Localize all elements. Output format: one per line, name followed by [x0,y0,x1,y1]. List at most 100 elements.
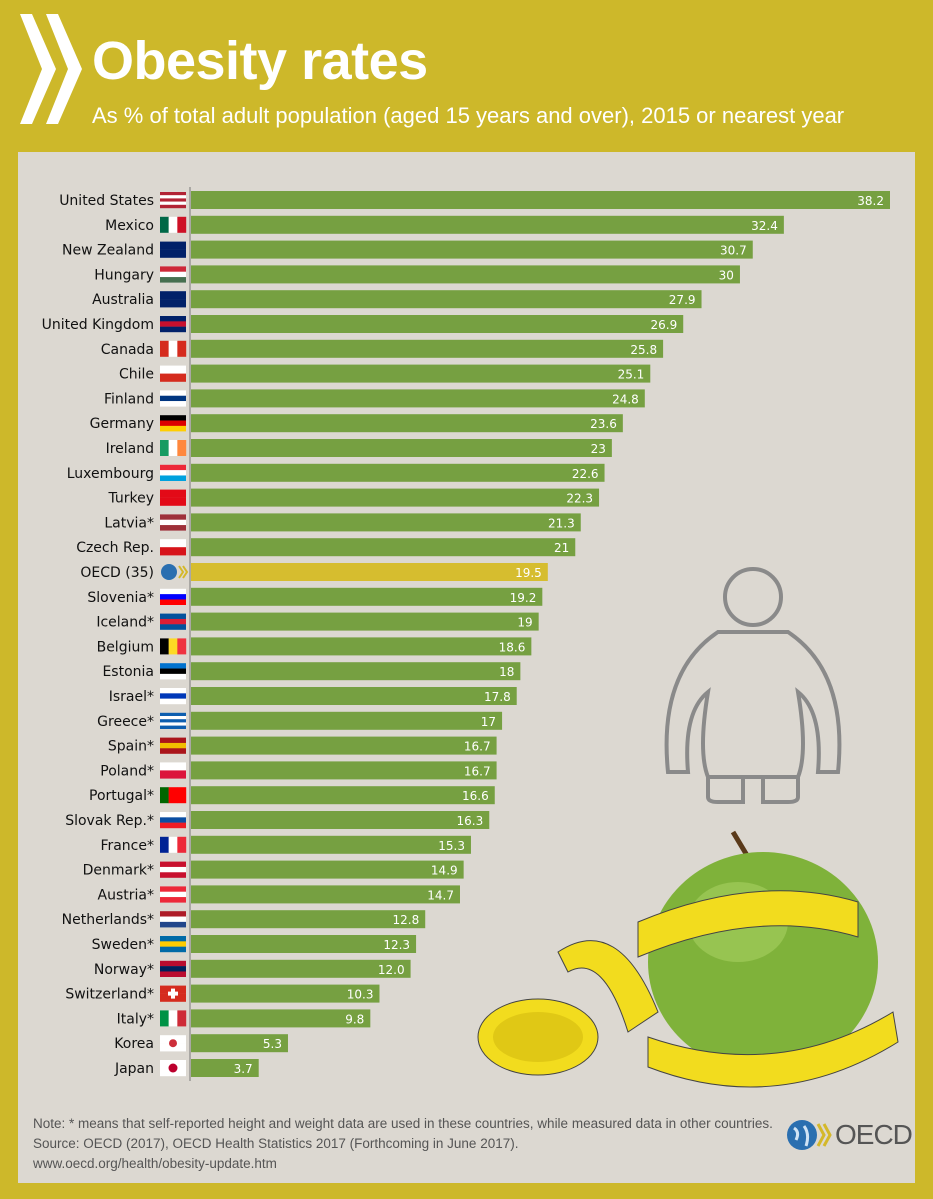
bar [191,488,600,507]
bar [191,612,539,631]
bar [191,513,581,532]
value-label: 21.3 [548,516,575,530]
bar [191,711,503,730]
bar [191,315,684,333]
value-label: 17.8 [484,690,511,704]
bar [191,1059,259,1077]
category-label: France* [100,838,154,854]
flag-icon [160,613,186,630]
bar [191,687,517,705]
category-label: OECD (35) [80,565,154,581]
bar [191,959,411,978]
value-label: 16.3 [457,814,484,828]
bar [191,191,890,209]
flag-icon [160,415,186,432]
value-label: 15.3 [438,839,465,853]
category-label: Chile [119,367,154,383]
bar [191,439,612,457]
footer-notes: Note: * means that self-reported height … [33,1114,773,1174]
category-label: Portugal* [89,788,154,804]
flag-icon [160,638,187,655]
source-text: Source: OECD (2017), OECD Health Statist… [33,1136,519,1151]
category-label: Slovak Rep.* [65,813,154,829]
category-label: Belgium [97,639,154,655]
value-label: 23.6 [590,417,617,431]
flag-icon [160,712,186,729]
category-label: Korea [114,1036,154,1052]
category-label: Greece* [97,714,154,730]
flag-icon [160,787,187,804]
category-label: Italy* [117,1011,154,1027]
value-label: 19 [517,616,532,630]
bar [191,835,471,854]
bar [191,1009,371,1028]
value-label: 27.9 [669,293,696,307]
flag-icon [160,1010,187,1027]
category-label: Japan [114,1061,154,1077]
flag-icon [160,663,186,680]
bar [191,786,495,805]
bar [191,463,605,482]
value-label: 30 [719,268,734,282]
category-label: Estonia [102,664,154,680]
bar [191,736,497,755]
flag-icon [160,588,186,605]
flag-icon [160,762,186,779]
category-label: Czech Rep. [76,540,154,556]
bar [191,339,664,358]
flag-icon [160,514,186,531]
value-label: 5.3 [263,1037,282,1051]
bar [191,935,417,953]
bar [191,290,702,309]
obese-person-illustration [664,567,842,804]
flag-icon [160,812,186,829]
flag-icon [160,1060,186,1077]
category-label: Canada [101,342,154,358]
bar [191,910,426,929]
bar [191,563,548,581]
flag-icon [160,886,186,903]
bar [191,215,784,234]
category-label: Turkey [107,491,154,507]
source-link[interactable]: www.oecd.org/health/obesity-update.htm [33,1156,277,1171]
value-label: 16.6 [462,789,489,803]
category-label: Australia [92,292,154,308]
flag-icon [160,936,186,953]
bar [191,587,543,606]
category-label: Hungary [94,267,154,283]
value-label: 16.7 [464,764,491,778]
value-label: 14.9 [431,864,458,878]
value-label: 22.3 [566,492,593,506]
category-label: Israel* [109,689,154,705]
bar [191,265,740,284]
bar [191,860,464,879]
flag-icon [160,985,186,1002]
category-label: Slovenia* [87,590,154,606]
flag-icon [160,365,186,382]
flag-icon [160,737,186,754]
flag-icon [161,564,189,580]
category-label: Norway* [94,962,154,978]
category-label: Germany [90,416,154,432]
category-label: Austria* [98,887,154,903]
category-label: United States [59,193,154,209]
value-label: 18.6 [499,640,526,654]
category-label: United Kingdom [42,317,154,333]
flag-icon [160,340,187,357]
value-label: 3.7 [234,1062,253,1076]
value-label: 10.3 [347,988,374,1002]
bar [191,240,753,259]
value-label: 12.3 [383,938,410,952]
globe-icon [787,1120,832,1150]
value-label: 19.5 [515,566,542,580]
flag-icon [160,861,186,878]
flag-icon [160,688,186,705]
page-subtitle: As % of total adult population (aged 15 … [92,103,845,128]
flag-icon [160,241,186,258]
value-label: 16.7 [464,740,491,754]
flag-icon [160,489,186,506]
value-label: 23 [591,442,606,456]
bar [191,885,460,904]
bar [191,538,576,557]
chevrons-icon [20,14,82,124]
